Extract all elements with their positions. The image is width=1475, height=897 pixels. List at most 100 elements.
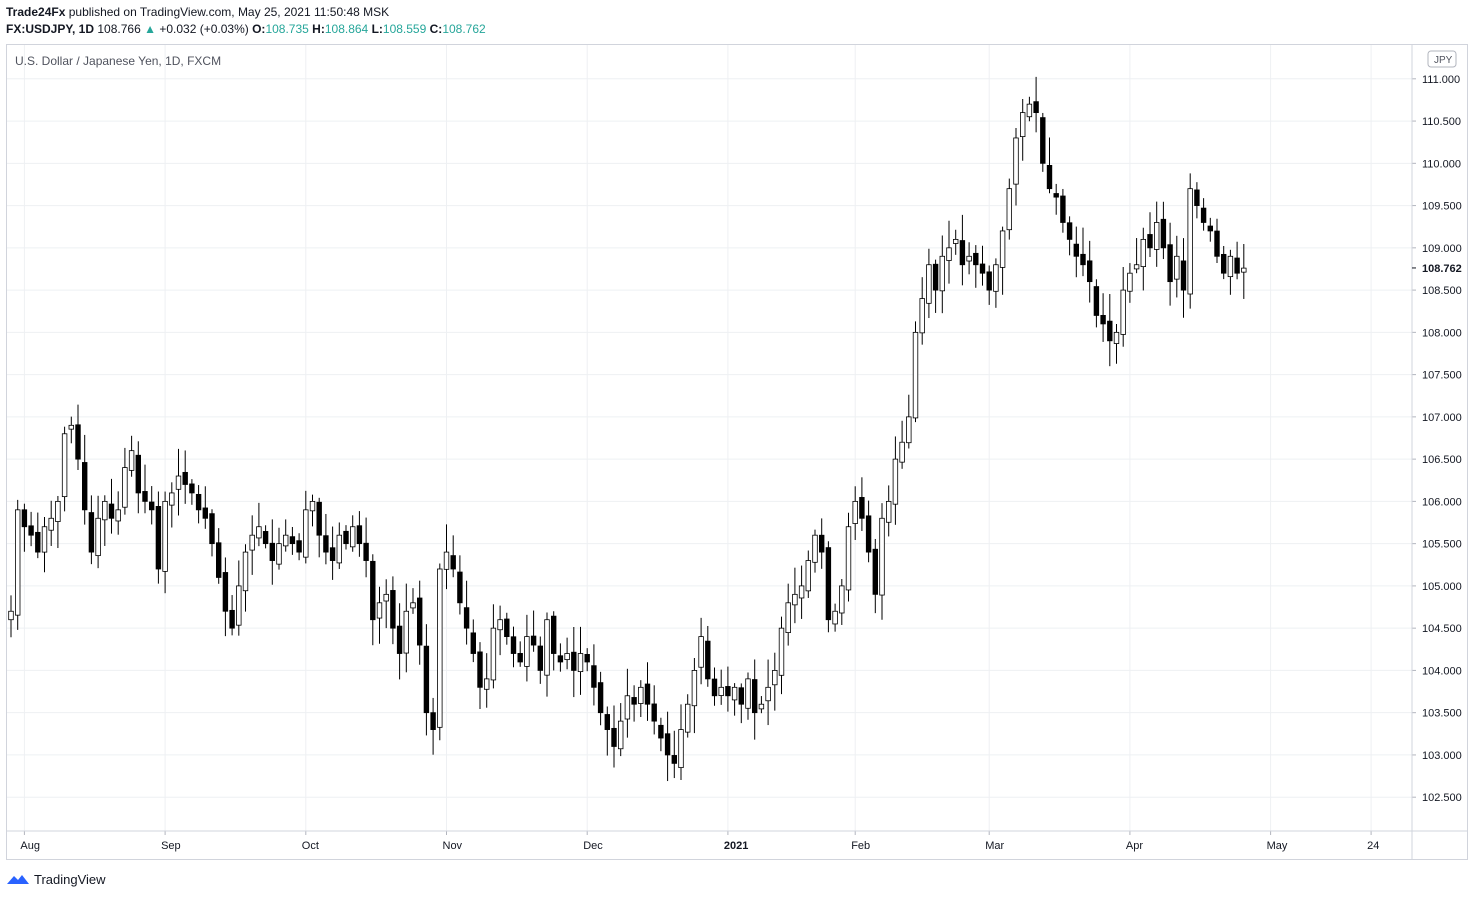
candle (772, 652, 778, 711)
candle (537, 636, 543, 684)
candle (256, 502, 262, 547)
candle (644, 662, 651, 721)
candle (1046, 137, 1053, 194)
candle (55, 495, 61, 549)
candle (403, 583, 409, 673)
low-label: L: (371, 22, 383, 36)
candle (557, 643, 564, 672)
y-tick-label: 105.500 (1422, 539, 1462, 551)
candle (8, 595, 14, 638)
candle (169, 482, 175, 528)
candle (1187, 173, 1193, 309)
candle (1207, 217, 1213, 242)
candle (912, 321, 919, 423)
x-tick-label: 2021 (724, 840, 748, 852)
y-tick-label: 109.500 (1422, 201, 1462, 213)
candle (993, 258, 999, 308)
candle (410, 588, 416, 614)
candle (490, 604, 497, 689)
candle (309, 494, 316, 527)
currency-badge-label: JPY (1434, 55, 1453, 66)
footer-brand[interactable]: TradingView (34, 871, 106, 887)
x-tick-label: Aug (20, 840, 40, 852)
candle (437, 563, 443, 741)
candle (41, 516, 48, 573)
candle (1174, 235, 1180, 298)
candle (745, 672, 751, 720)
tradingview-logo-icon[interactable] (6, 871, 30, 887)
last-price-label: 108.762 (1422, 263, 1462, 275)
change-up-icon: ▲ (144, 22, 156, 36)
candle (115, 491, 121, 535)
candle (95, 495, 101, 569)
y-tick-label: 108.000 (1422, 327, 1462, 339)
candle (906, 394, 912, 449)
candle (544, 612, 550, 697)
candle (316, 497, 322, 558)
publish-line: Trade24Fx published on TradingView.com, … (6, 4, 1466, 20)
candle (396, 603, 403, 680)
candle (705, 625, 711, 687)
candle (638, 680, 644, 718)
candle (262, 525, 269, 549)
candle (1133, 238, 1140, 274)
candle (470, 619, 476, 663)
y-tick-label: 107.000 (1422, 412, 1462, 424)
candle (819, 518, 825, 569)
x-tick-label: Apr (1126, 840, 1143, 852)
candle (443, 524, 450, 590)
candle (249, 515, 255, 575)
candle (510, 626, 517, 668)
chart-title: U.S. Dollar / Japanese Yen, 1D, FXCM (15, 54, 221, 68)
x-tick-label: Dec (583, 840, 603, 852)
candle (1006, 178, 1012, 240)
close-label: C: (429, 22, 443, 36)
y-tick-label: 105.000 (1422, 581, 1462, 593)
candle (463, 580, 470, 645)
candle (1073, 226, 1079, 278)
chart-svg[interactable]: 102.500 103.000 103.500 104.000 104.500 105.0… (7, 45, 1467, 859)
candle (765, 659, 771, 726)
candle (624, 668, 631, 738)
close-value: 108.762 (442, 22, 486, 36)
open-label: O: (252, 22, 266, 36)
chart-frame[interactable]: 102.500 103.000 103.500 104.000 104.500 105.0… (6, 44, 1468, 860)
candle (182, 450, 188, 504)
candle (530, 610, 537, 652)
candle (450, 535, 456, 578)
candle (953, 229, 959, 255)
candle (731, 683, 738, 716)
candle (430, 697, 436, 755)
candle (1241, 244, 1247, 299)
candle (664, 711, 671, 782)
y-tick-label: 104.000 (1422, 665, 1462, 677)
published-text: published on TradingView.com, May 25, 20… (68, 5, 390, 19)
candle (122, 447, 128, 515)
candle (343, 525, 349, 550)
candle (229, 595, 235, 636)
high-label: H: (312, 22, 325, 36)
x-tick-label: Feb (851, 840, 870, 852)
candle (175, 448, 182, 516)
y-tick-label: 109.000 (1422, 243, 1462, 255)
author-name[interactable]: Trade24Fx (6, 5, 66, 19)
candle (276, 527, 282, 570)
low-value: 108.559 (382, 22, 427, 36)
candle (1221, 245, 1227, 280)
candle (919, 277, 925, 345)
candle (597, 671, 604, 726)
candle (1107, 294, 1113, 367)
currency-badge[interactable] (1427, 50, 1457, 68)
candle (859, 477, 865, 531)
candle (738, 683, 744, 724)
candle (1120, 267, 1126, 347)
candle (1040, 112, 1046, 172)
candle (618, 703, 624, 757)
candle (349, 515, 356, 552)
y-tick-label: 110.000 (1422, 158, 1461, 170)
candle (872, 538, 878, 614)
candle (195, 485, 202, 524)
candle (82, 434, 88, 525)
candle (236, 560, 242, 636)
y-tick-label: 107.500 (1422, 370, 1462, 382)
